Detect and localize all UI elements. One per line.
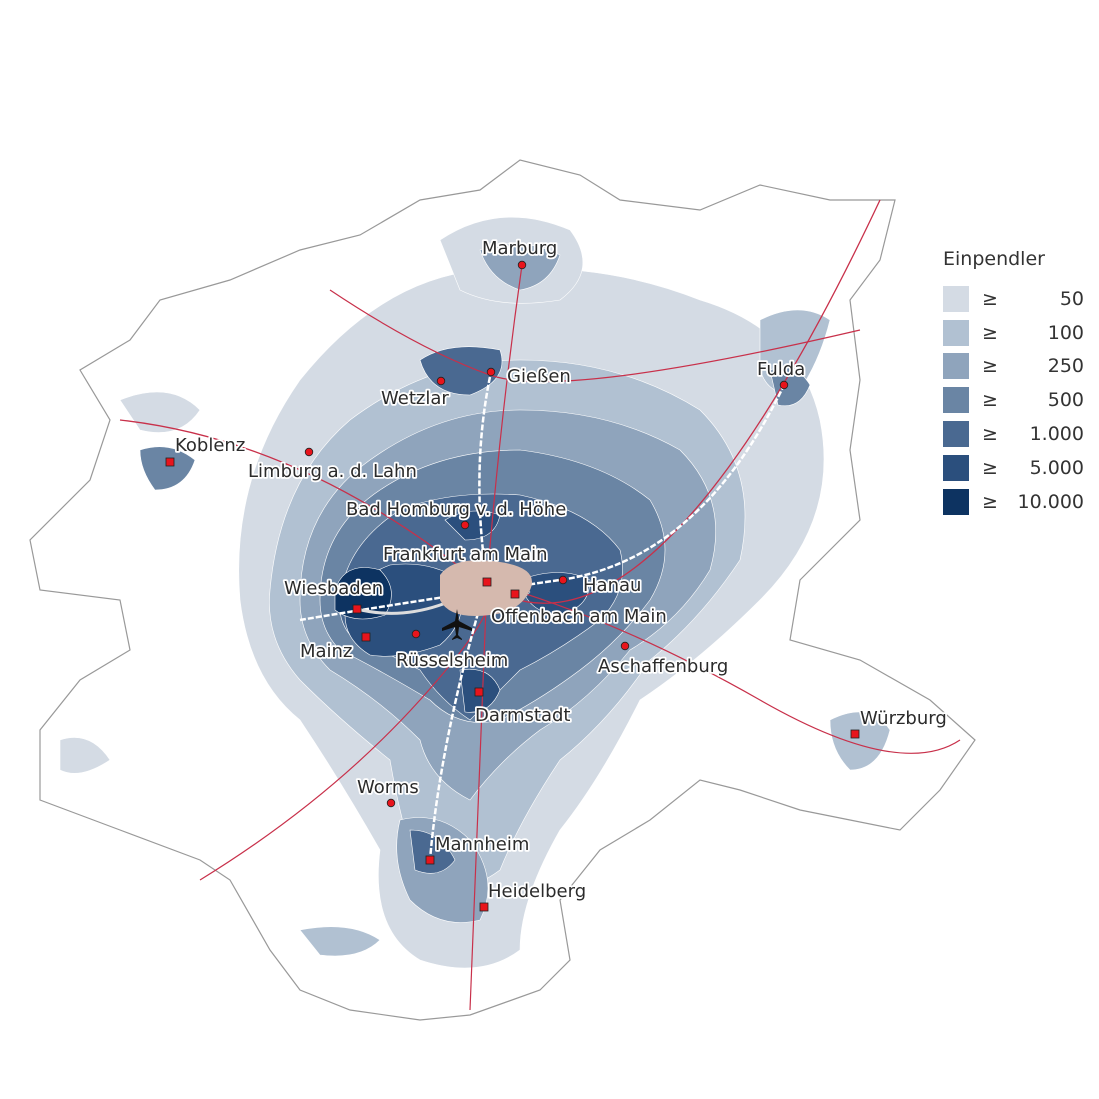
legend-symbol: ≥ <box>982 287 998 310</box>
city-dot-marker-icon <box>779 380 789 390</box>
city-dot-marker-icon <box>436 376 446 386</box>
legend-symbol: ≥ <box>982 490 998 513</box>
city-label: Würzburg <box>860 708 947 729</box>
city-dot-marker-icon <box>304 447 314 457</box>
legend-symbol: ≥ <box>982 423 998 446</box>
city-square-marker-icon <box>165 457 175 467</box>
city-wiesbaden: Wiesbaden <box>282 576 385 614</box>
airplane-icon <box>442 609 472 640</box>
city-gießen: Gießen <box>486 364 573 389</box>
city-label: Hanau <box>583 575 641 596</box>
legend-value: 10.000 <box>1017 490 1084 513</box>
legend-value: 100 <box>1047 321 1084 344</box>
municipality-region <box>139 446 196 491</box>
municipality-region <box>444 510 501 541</box>
city-dot-marker-icon <box>620 641 630 651</box>
legend-swatch <box>943 421 969 448</box>
city-label: Mainz <box>300 641 352 662</box>
legend-value: 500 <box>1047 389 1084 412</box>
city-dot-marker-icon <box>486 367 496 377</box>
city-square-marker-icon <box>361 632 371 642</box>
city-offenbach-am-main: Offenbach am Main <box>489 589 669 629</box>
city-wetzlar: Wetzlar <box>379 376 451 411</box>
city-mainz: Mainz <box>298 632 371 664</box>
city-label: Heidelberg <box>488 881 586 902</box>
legend-item: ≥50 <box>943 282 1088 316</box>
city-square-marker-icon <box>510 589 520 599</box>
legend: Einpendler ≥50 ≥100 ≥250 ≥500 ≥1.000 ≥5.000 ≥1… <box>943 248 1088 519</box>
legend-item: ≥250 <box>943 350 1088 384</box>
city-würzburg: Würzburg <box>850 706 949 739</box>
city-marburg: Marburg <box>480 236 559 270</box>
municipality-region <box>409 829 456 874</box>
city-label: Limburg a. d. Lahn <box>248 461 417 482</box>
legend-value: 250 <box>1047 355 1084 378</box>
city-square-marker-icon <box>352 604 362 614</box>
city-aschaffenburg: Aschaffenburg <box>596 641 730 679</box>
city-heidelberg: Heidelberg <box>479 879 588 912</box>
legend-value: 5.000 <box>1029 456 1084 479</box>
city-koblenz: Koblenz <box>165 433 247 467</box>
legend-symbol: ≥ <box>982 321 998 344</box>
city-darmstadt: Darmstadt <box>473 687 572 728</box>
city-square-marker-icon <box>425 855 435 865</box>
municipality-region <box>829 711 891 771</box>
city-worms: Worms <box>355 775 421 808</box>
city-label: Rüsselsheim <box>396 650 508 671</box>
city-dot-marker-icon <box>460 520 470 530</box>
city-fulda: Fulda <box>755 357 807 390</box>
city-rüsselsheim: Rüsselsheim <box>394 629 510 673</box>
frankfurt-area <box>440 560 532 616</box>
municipality-region <box>769 366 811 407</box>
legend-swatch <box>943 285 969 312</box>
city-dot-marker-icon <box>386 798 396 808</box>
city-layer: Marburg Gießen Wetzlar Fulda KoblenzLimburg … <box>165 236 949 912</box>
city-square-marker-icon <box>850 729 860 739</box>
legend-item: ≥5.000 <box>943 451 1088 485</box>
city-label: Wetzlar <box>381 388 449 409</box>
legend-item: ≥500 <box>943 383 1088 417</box>
city-mannheim: Mannheim <box>425 832 531 865</box>
city-frankfurt-am-main: Frankfurt am Main <box>381 542 549 587</box>
city-bad-homburg-v-d-höhe: Bad Homburg v. d. Höhe <box>344 497 568 530</box>
city-dot-marker-icon <box>558 575 568 585</box>
city-dot-marker-icon <box>517 260 527 270</box>
legend-swatch <box>943 319 969 346</box>
legend-swatch <box>943 488 969 515</box>
city-label: Fulda <box>757 359 805 380</box>
city-label: Worms <box>357 777 419 798</box>
city-label: Darmstadt <box>475 705 570 726</box>
city-label: Offenbach am Main <box>491 606 667 627</box>
legend-value: 1.000 <box>1029 423 1084 446</box>
legend-symbol: ≥ <box>982 355 998 378</box>
city-label: Frankfurt am Main <box>383 544 548 565</box>
municipality-region <box>334 567 392 620</box>
city-hanau: Hanau <box>558 573 643 598</box>
legend-item: ≥1.000 <box>943 417 1088 451</box>
city-label: Bad Homburg v. d. Höhe <box>346 499 566 520</box>
municipality-region <box>59 737 111 774</box>
city-label: Marburg <box>482 238 557 259</box>
city-label: Aschaffenburg <box>598 656 728 677</box>
city-label: Wiesbaden <box>284 578 383 599</box>
legend-symbol: ≥ <box>982 389 998 412</box>
city-label: Koblenz <box>175 435 245 456</box>
city-square-marker-icon <box>474 687 484 697</box>
city-dot-marker-icon <box>411 629 421 639</box>
city-square-marker-icon <box>479 902 489 912</box>
legend-swatch <box>943 454 969 481</box>
city-limburg-a-d-lahn: Limburg a. d. Lahn <box>246 447 419 484</box>
legend-value: 50 <box>1059 287 1084 310</box>
legend-item: ≥10.000 <box>943 485 1088 519</box>
city-label: Mannheim <box>435 834 529 855</box>
city-label: Gießen <box>507 366 571 387</box>
legend-swatch <box>943 353 969 380</box>
legend-symbol: ≥ <box>982 456 998 479</box>
city-square-marker-icon <box>482 577 492 587</box>
municipality-region <box>299 926 381 957</box>
legend-swatch <box>943 387 969 414</box>
legend-title: Einpendler <box>943 248 1045 270</box>
legend-item: ≥100 <box>943 316 1088 350</box>
